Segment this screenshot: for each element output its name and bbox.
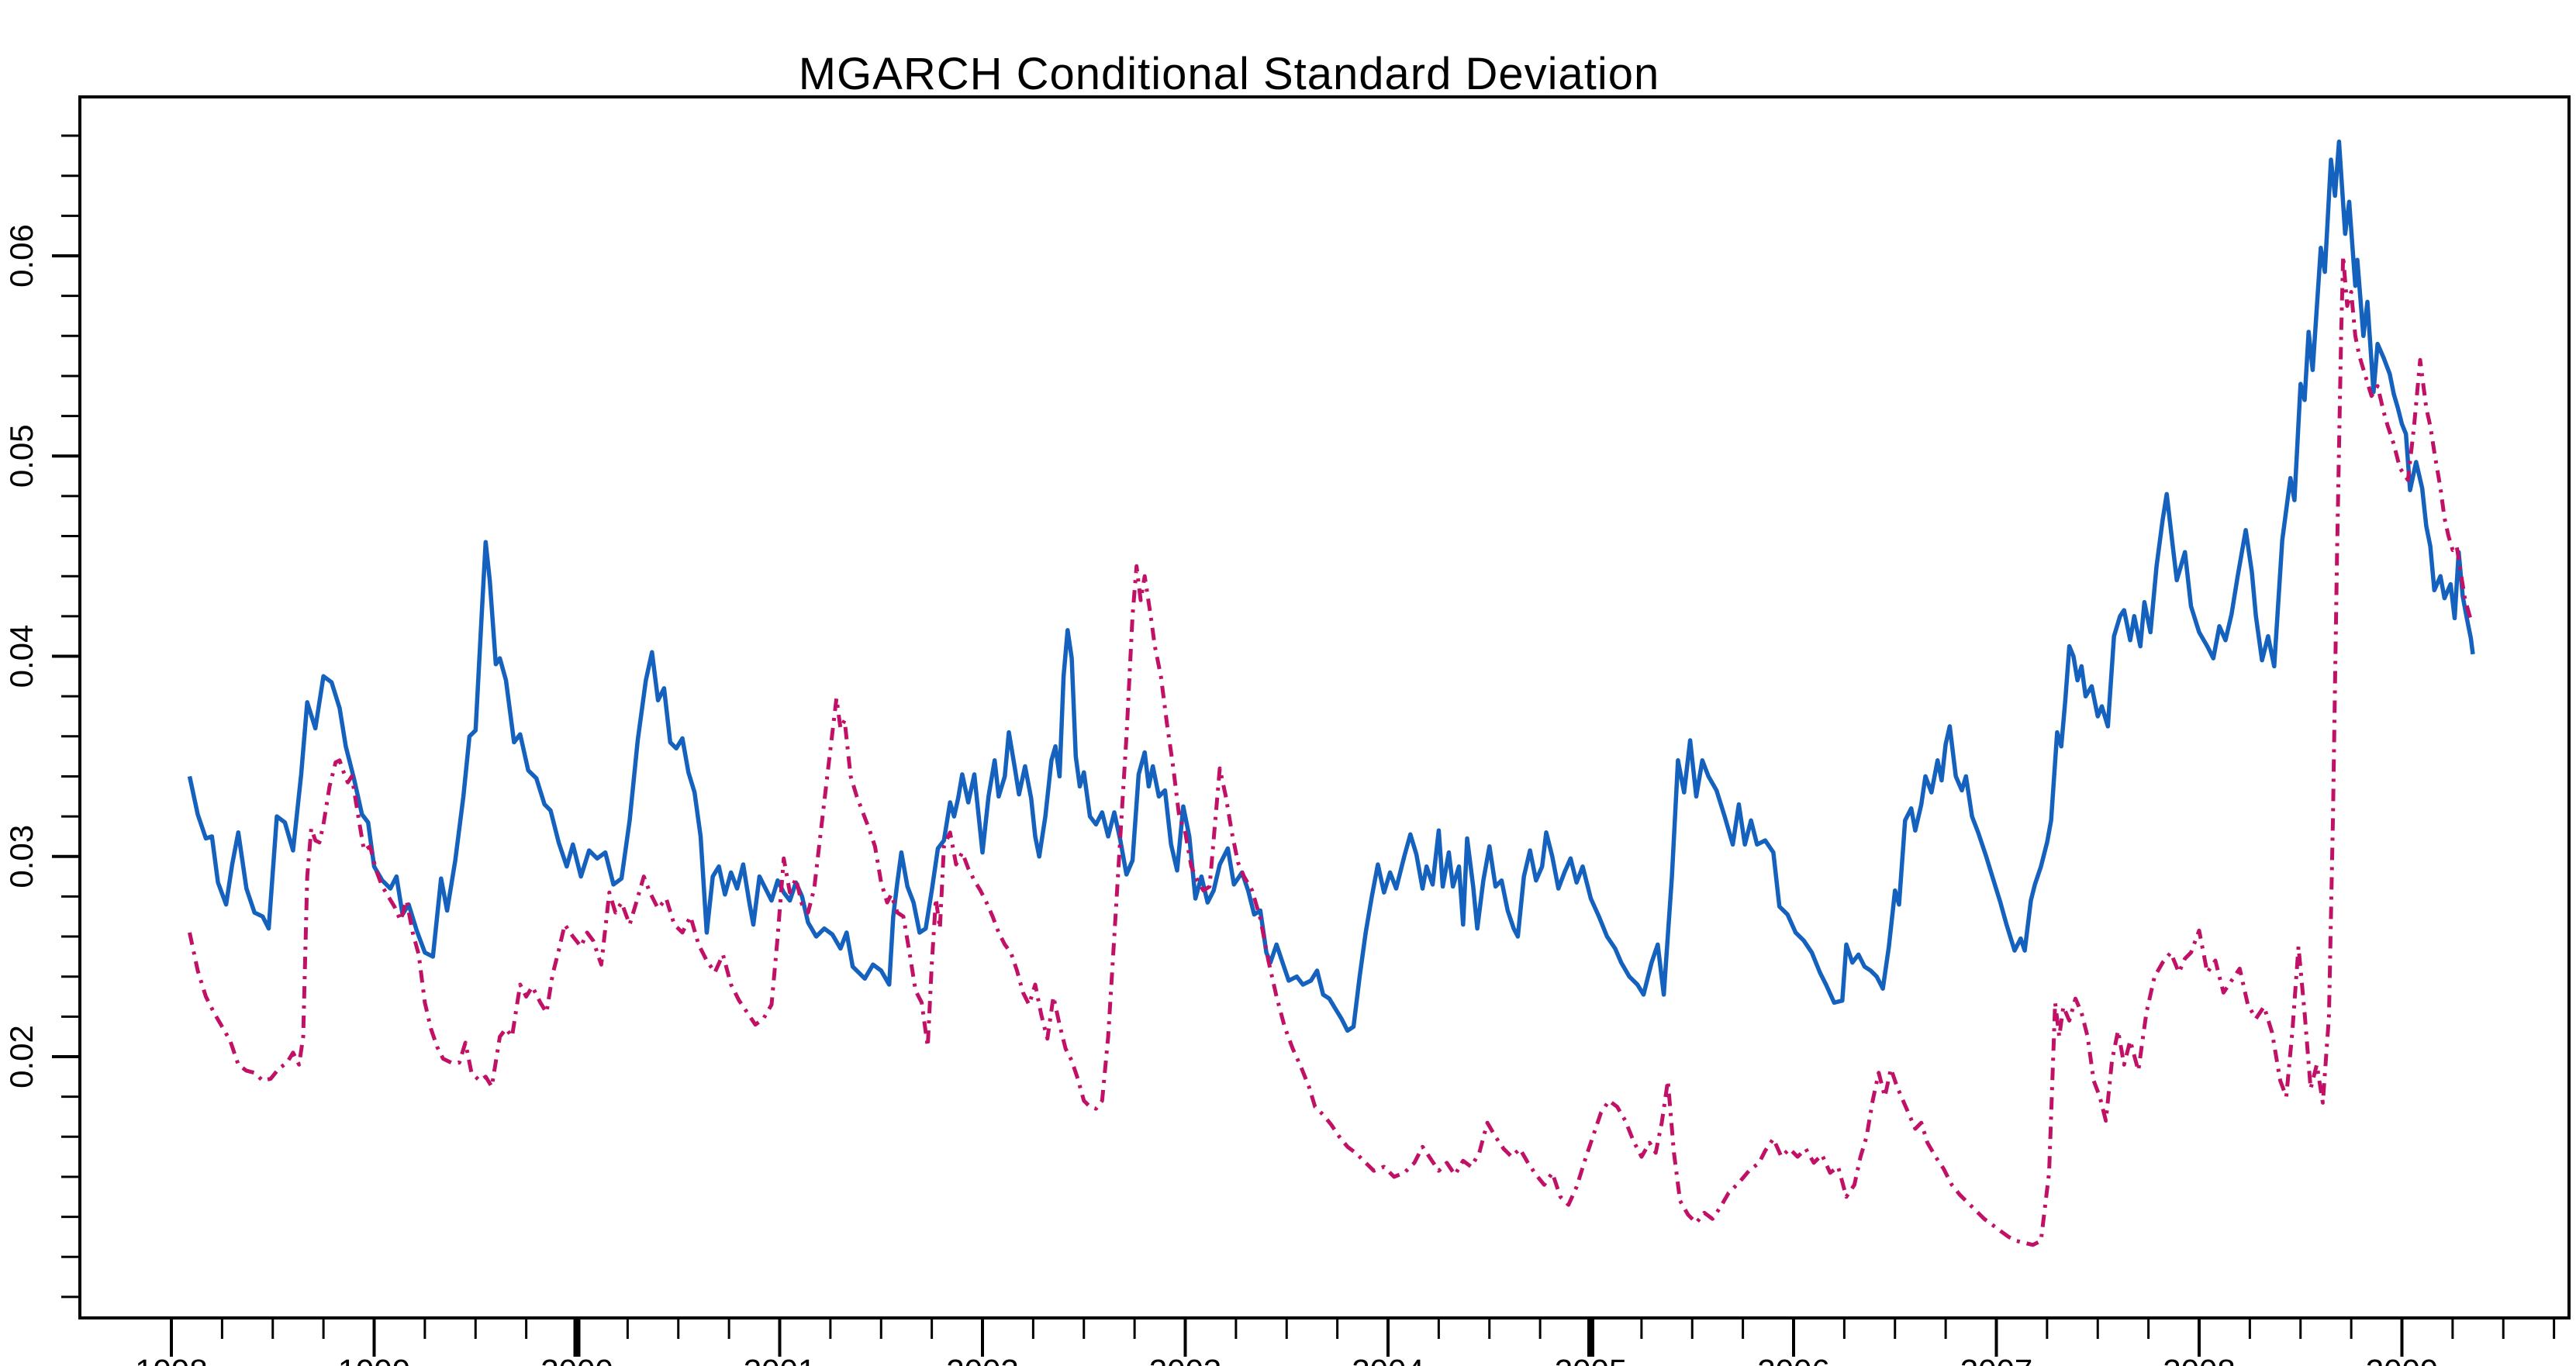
x-tick-label: 1999 bbox=[338, 1352, 410, 1366]
x-tick-label: 2004 bbox=[1352, 1352, 1424, 1366]
chart-title: MGARCH Conditional Standard Deviation bbox=[798, 49, 1660, 99]
y-tick-label: 0.04 bbox=[3, 625, 40, 688]
x-tick-label: 1998 bbox=[135, 1352, 207, 1366]
y-tick-label: 0.02 bbox=[3, 1025, 40, 1088]
y-tick-label: 0.05 bbox=[3, 424, 40, 488]
x-tick-label: 2001 bbox=[744, 1352, 816, 1366]
y-tick-label: 0.03 bbox=[3, 825, 40, 888]
x-tick-label: 2006 bbox=[1757, 1352, 1829, 1366]
x-tick-label: 2009 bbox=[2366, 1352, 2438, 1366]
x-tick-label: 2007 bbox=[1960, 1352, 2032, 1366]
x-tick-label: 2000 bbox=[540, 1352, 613, 1366]
series-line-crimson-dashdot bbox=[188, 254, 2473, 1247]
x-tick-label: 2008 bbox=[2163, 1352, 2235, 1366]
series-line-blue-solid bbox=[187, 140, 2475, 1033]
x-tick-label: 2005 bbox=[1555, 1352, 1627, 1366]
x-tick-label: 2003 bbox=[1149, 1352, 1221, 1366]
y-tick-label: 0.06 bbox=[3, 224, 40, 288]
x-tick-label: 2002 bbox=[946, 1352, 1018, 1366]
plot-frame bbox=[78, 95, 2571, 1319]
